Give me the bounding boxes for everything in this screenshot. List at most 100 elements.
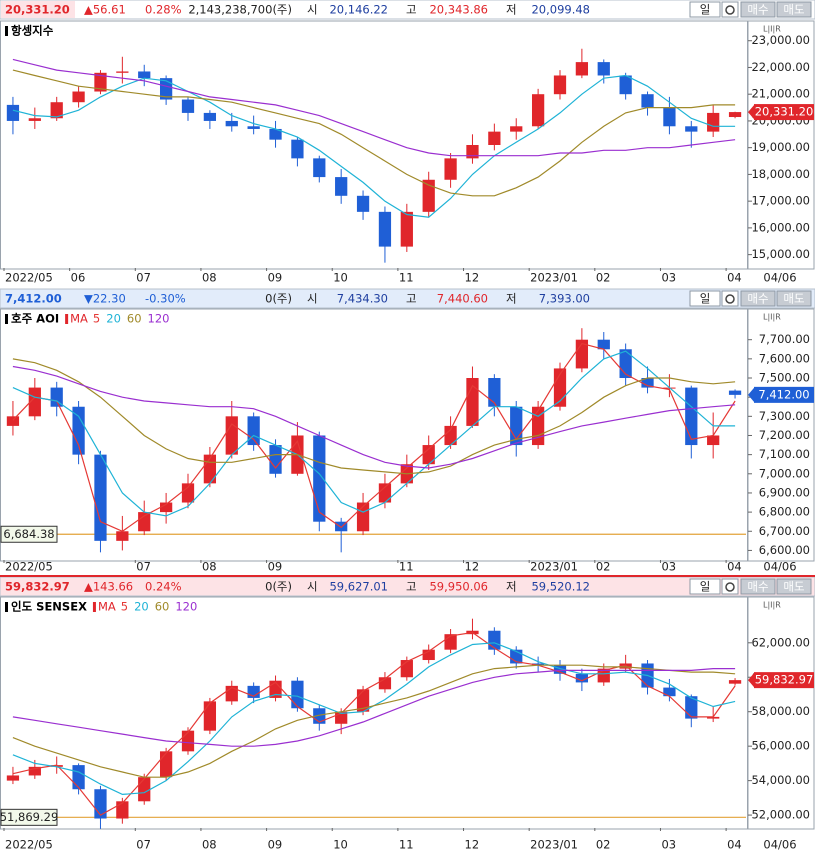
price-box [1, 290, 75, 307]
y-tick-label: 15,000.00 [751, 247, 810, 261]
price-box [1, 578, 75, 595]
period-label: 일 [700, 292, 711, 306]
header-pct: 0.28% [145, 3, 182, 17]
settings-icon [725, 5, 735, 15]
candle-body [138, 71, 151, 79]
settings-button[interactable] [721, 1, 739, 18]
header-change: ▲56.61 [84, 3, 126, 17]
candle-body [313, 158, 326, 178]
buy-button[interactable] [740, 578, 776, 595]
header-low-label: 저 [506, 580, 517, 594]
low-tag-label: 6,684.38 [3, 527, 54, 541]
candle-body [575, 62, 589, 76]
axis-area [747, 596, 815, 830]
y-tick-label: 52,000.00 [751, 808, 810, 822]
x-tick-label: 04 [727, 838, 742, 852]
ma-line [12, 631, 736, 816]
chart-title: 인도 SENSEX [11, 600, 87, 614]
candle-body [72, 406, 85, 455]
plot-area [0, 20, 748, 270]
x-tick-label: 09 [268, 560, 283, 574]
candle-body [422, 649, 435, 661]
candle-body [466, 145, 479, 159]
settings-button[interactable] [721, 290, 739, 307]
legend-marker [65, 314, 69, 324]
header-open-label: 시 [307, 292, 318, 306]
ma-line [12, 69, 736, 197]
x-tick-label: 2023/01 [530, 838, 578, 852]
x-tick-label: 09 [268, 271, 283, 285]
y-tick-label: 19,000.00 [751, 140, 810, 154]
y-tick-label: 6,700.00 [759, 524, 810, 538]
header-high: 59,950.06 [429, 580, 488, 594]
axis-icons: L|I|R [763, 313, 781, 322]
y-tick-label: 6,800.00 [759, 505, 810, 519]
x-tick-label: 07 [136, 271, 151, 285]
x-tick-label: 04 [727, 271, 742, 285]
header-low: 59,520.12 [531, 580, 590, 594]
x-tick-label: 07 [136, 560, 151, 574]
period-label: 일 [700, 580, 711, 594]
header-high: 7,440.60 [437, 292, 488, 306]
candle-body [728, 390, 742, 395]
buy-button[interactable] [740, 1, 776, 18]
price-tag-label: 20,331.20 [755, 105, 814, 119]
title-marker [5, 602, 8, 612]
y-tick-label: 7,700.00 [759, 332, 810, 346]
candle-body [466, 378, 479, 426]
legend-entry: 120 [148, 312, 170, 326]
settings-button[interactable] [721, 578, 739, 595]
y-tick-label: 21,000.00 [751, 87, 810, 101]
ma-line [12, 664, 736, 778]
candle-body [531, 406, 545, 446]
candle-body [159, 751, 173, 778]
plot-area [0, 596, 748, 830]
ma-line [12, 667, 736, 747]
candle-body [50, 387, 63, 407]
x-tick-label: 02 [596, 838, 611, 852]
candle-body [663, 107, 676, 127]
plot-area [0, 308, 748, 562]
candle-body [422, 179, 435, 212]
candle-body [378, 483, 392, 503]
axis-icons: L|I|R [763, 25, 781, 34]
header-low-label: 저 [506, 3, 517, 17]
candle-body [597, 339, 610, 350]
x-tick-label: 04 [727, 560, 742, 574]
price-tag [754, 672, 814, 689]
candle-body [6, 104, 20, 121]
sell-button[interactable] [776, 290, 812, 307]
ma-line [12, 365, 736, 469]
sell-button[interactable] [776, 578, 812, 595]
candle-body [247, 416, 260, 446]
candle-body [181, 99, 195, 113]
header-open: 59,627.01 [329, 580, 388, 594]
candle-body [138, 777, 151, 802]
candle-body [159, 502, 173, 513]
header-open-label: 시 [307, 580, 318, 594]
period-button[interactable] [689, 1, 721, 18]
x-tick-label: 02 [596, 560, 611, 574]
price-tag [754, 386, 814, 403]
candle-body [531, 663, 545, 666]
candle-body [400, 211, 413, 247]
header-pct: -0.30% [145, 292, 186, 306]
header-bar [0, 0, 815, 20]
candle-body [94, 454, 107, 541]
sell-button[interactable] [776, 1, 812, 18]
x-tick-label: 02 [596, 271, 611, 285]
candle-body [728, 680, 742, 684]
price-tag-arrow [748, 105, 754, 120]
candle-body [28, 387, 41, 417]
candle-body [335, 521, 348, 532]
price-tag-label: 59,832.97 [755, 673, 814, 687]
candle-body [553, 665, 567, 674]
period-button[interactable] [689, 578, 721, 595]
x-tick-label: 11 [399, 838, 414, 852]
buy-button[interactable] [740, 290, 776, 307]
candle-body [291, 680, 304, 709]
x-tick-label: 08 [202, 838, 217, 852]
period-button[interactable] [689, 290, 721, 307]
header-volume: 0(주) [265, 292, 292, 306]
